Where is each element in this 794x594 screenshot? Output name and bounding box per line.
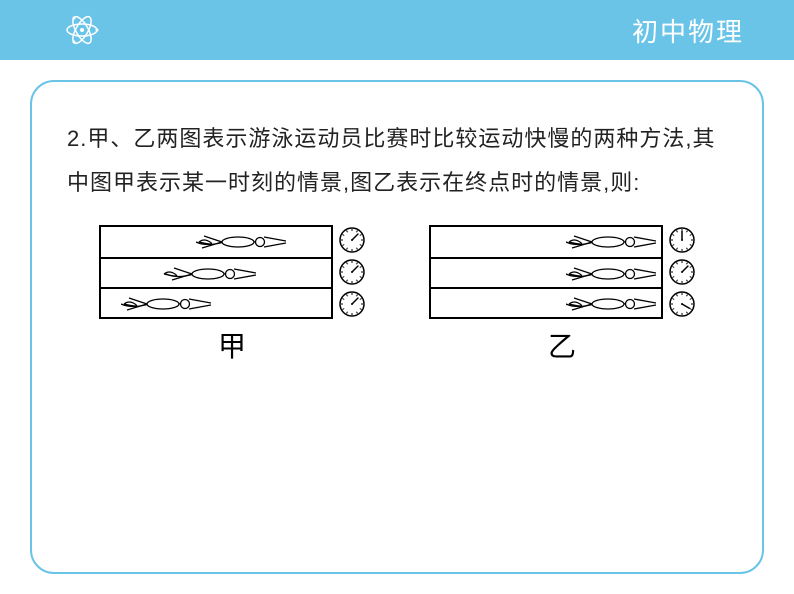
lane: [431, 257, 661, 287]
swimmer-icon: [566, 231, 656, 253]
lane: [101, 227, 331, 257]
question-text: 2.甲、乙两图表示游泳运动员比赛时比较运动快慢的两种方法,其中图甲表示某一时刻的…: [67, 117, 727, 205]
clock-icon: [339, 259, 365, 285]
lane: [101, 257, 331, 287]
clock-icon: [669, 227, 695, 253]
swimmer-icon: [196, 231, 286, 253]
clock-icon: [669, 291, 695, 317]
jia-clocks: [339, 227, 365, 317]
figure-jia-label: 甲: [218, 325, 246, 365]
yi-clocks: [669, 227, 695, 317]
figures-row: 甲: [67, 225, 727, 365]
clock-icon: [339, 227, 365, 253]
clock-icon: [339, 291, 365, 317]
clock-icon: [669, 259, 695, 285]
figure-jia: 甲: [99, 225, 365, 365]
lane: [101, 287, 331, 317]
yi-lanes: [429, 225, 663, 319]
slide-body: 2.甲、乙两图表示游泳运动员比赛时比较运动快慢的两种方法,其中图甲表示某一时刻的…: [30, 80, 764, 574]
figure-yi: 乙: [429, 225, 695, 365]
lane: [431, 227, 661, 257]
slide-header: 初中物理: [0, 0, 794, 60]
swimmer-icon: [121, 293, 211, 315]
atom-icon: [62, 10, 102, 55]
jia-lanes: [99, 225, 333, 319]
swimmer-icon: [161, 263, 256, 285]
lane: [431, 287, 661, 317]
swimmer-icon: [566, 263, 656, 285]
swimmer-icon: [566, 293, 656, 315]
figure-yi-label: 乙: [548, 325, 576, 365]
header-title: 初中物理: [632, 12, 744, 49]
